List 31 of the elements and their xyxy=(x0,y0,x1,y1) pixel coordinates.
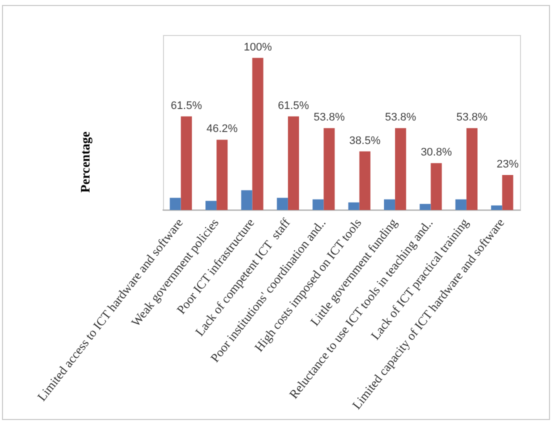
bar xyxy=(359,151,370,210)
bar xyxy=(324,128,335,210)
data-label: 46.2% xyxy=(206,123,238,136)
bar xyxy=(312,199,324,210)
bar xyxy=(384,199,396,210)
bar xyxy=(455,199,466,210)
data-label: 61.5% xyxy=(170,100,202,112)
bar xyxy=(420,204,431,210)
data-label: 30.8% xyxy=(420,146,452,159)
bar xyxy=(241,190,252,210)
bar xyxy=(288,116,300,210)
bar xyxy=(180,116,192,210)
bar xyxy=(395,128,406,210)
data-label: 23% xyxy=(496,158,519,171)
data-label: 61.5% xyxy=(278,100,310,112)
bar xyxy=(491,205,502,210)
bar xyxy=(252,58,264,210)
data-label: 38.5% xyxy=(349,134,381,147)
bar xyxy=(348,202,360,210)
data-label: 53.8% xyxy=(384,112,416,124)
bar xyxy=(216,140,228,210)
data-label: 100% xyxy=(244,41,272,54)
bar xyxy=(276,198,288,210)
bar xyxy=(170,198,181,210)
bar xyxy=(430,163,442,210)
bar xyxy=(466,128,478,210)
data-label: 53.8% xyxy=(314,112,345,124)
data-label: 53.8% xyxy=(456,112,488,124)
bar xyxy=(502,175,514,210)
y-axis-title: Percentage xyxy=(77,131,92,193)
bar xyxy=(205,200,217,210)
